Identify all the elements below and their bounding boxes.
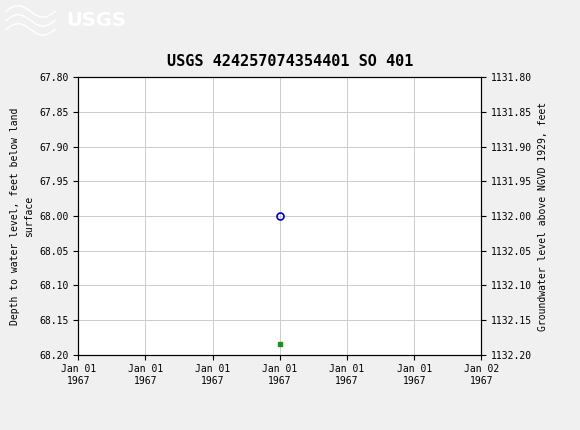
Text: USGS 424257074354401 SO 401: USGS 424257074354401 SO 401: [167, 54, 413, 69]
Y-axis label: Groundwater level above NGVD 1929, feet: Groundwater level above NGVD 1929, feet: [538, 101, 548, 331]
Text: USGS: USGS: [67, 11, 126, 30]
Y-axis label: Depth to water level, feet below land
surface: Depth to water level, feet below land su…: [10, 108, 34, 325]
